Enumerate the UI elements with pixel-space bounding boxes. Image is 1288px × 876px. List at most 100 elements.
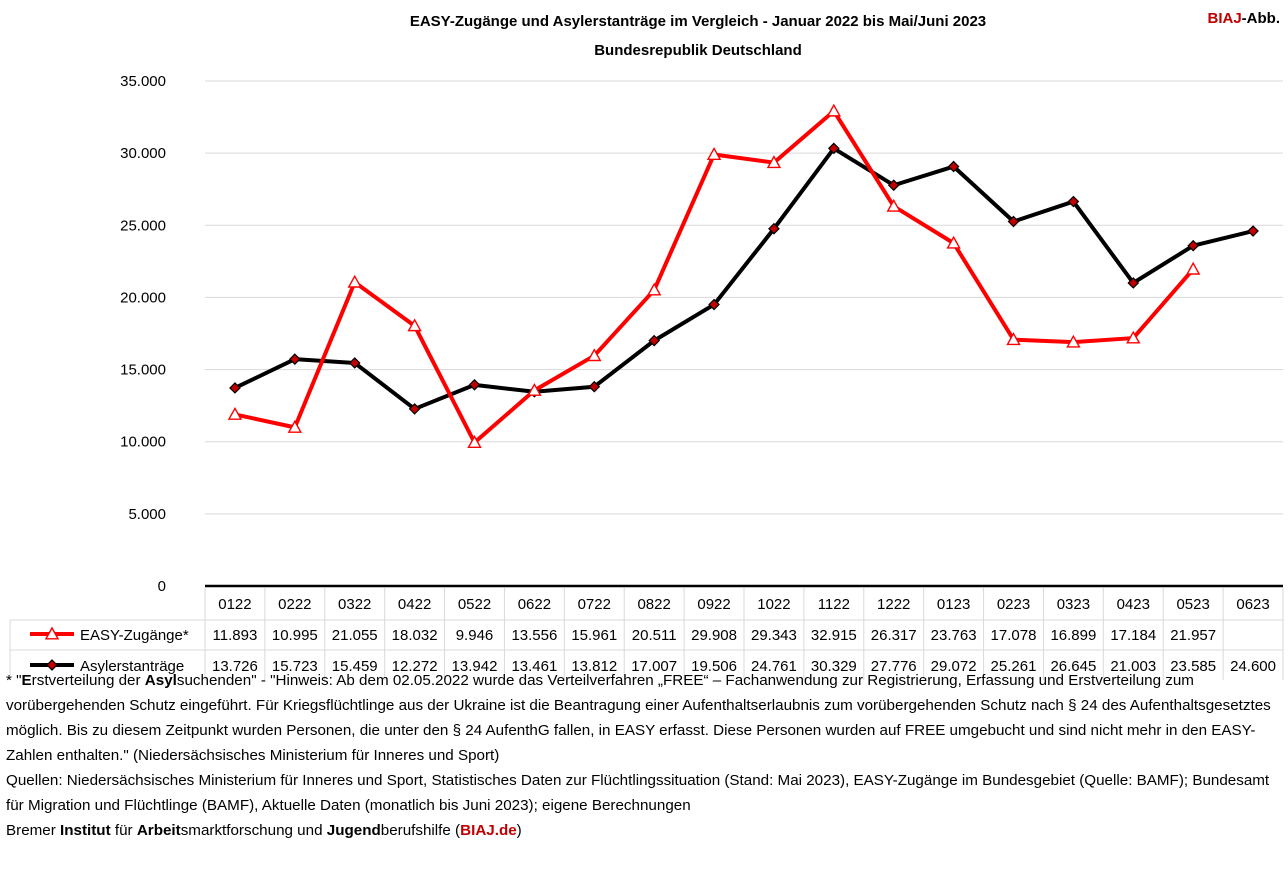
pub-bremer: Bremer (6, 822, 61, 839)
easy-point-marker (407, 318, 422, 332)
x-tick-label: 0123 (937, 596, 970, 613)
footnotes: * "Erstverteilung der Asylsuchenden" - "… (6, 668, 1282, 843)
chart-title: EASY-Zugänge und Asylerstanträge im Verg… (409, 13, 987, 30)
data-table-value: 21.957 (1170, 627, 1216, 644)
data-table-value: 13.556 (511, 627, 557, 644)
x-tick-label: 0523 (1176, 596, 1209, 613)
x-tick-label: 1022 (757, 596, 790, 613)
asyl-point-marker (887, 179, 900, 192)
asyl-point-marker (468, 378, 481, 391)
data-table-value: 27.776 (871, 658, 917, 675)
brand-suffix: -Abb. (1241, 10, 1280, 27)
legend-label-easy: EASY-Zugänge* (80, 627, 189, 644)
x-tick-label: 0623 (1236, 596, 1269, 613)
note-hinweis-text: suchenden" - "Hinweis: Ab dem 02.05.2022… (6, 672, 1271, 764)
line-chart: 0 5.000 10.000 15.000 20.000 25.000 30.000 35.0… (9, 73, 1284, 680)
brand-label: BIAJ-Abb. (1207, 10, 1280, 27)
easy-point-marker (347, 274, 362, 288)
data-table-value: 29.908 (691, 627, 737, 644)
data-table-value: 24.761 (751, 658, 797, 675)
footnote-hinweis: * "Erstverteilung der Asylsuchenden" - "… (6, 668, 1282, 768)
y-tick-label: 15.000 (120, 362, 166, 379)
note-e-bold: E (21, 672, 32, 689)
easy-point-marker (946, 235, 961, 249)
easy-point-marker (1006, 332, 1021, 346)
data-table-value: 24.600 (1230, 658, 1276, 675)
data-table-value: 9.946 (456, 627, 494, 644)
easy-point-marker (1185, 261, 1201, 275)
footnote-sources: Quellen: Niedersächsisches Ministerium f… (6, 772, 1270, 814)
easy-series-line (234, 109, 1195, 445)
footnote-publisher: Bremer Institut für Arbeitsmarktforschun… (6, 818, 1282, 843)
data-table-value: 15.723 (272, 658, 318, 675)
easy-point-marker (826, 103, 842, 117)
easy-point-marker (287, 419, 303, 433)
legend-marker-easy (44, 626, 60, 640)
y-tick-label: 30.000 (120, 145, 166, 162)
data-table-value: 23.763 (931, 627, 977, 644)
asyl-point-marker (947, 160, 960, 173)
pub-fuer: für (110, 822, 137, 839)
note-star: * " (6, 672, 22, 689)
y-tick-label: 20.000 (120, 289, 166, 306)
easy-point-marker (1126, 330, 1141, 344)
easy-point-marker (227, 406, 243, 420)
x-tick-label: 0522 (458, 596, 491, 613)
asyl-point-marker (1007, 215, 1020, 228)
chart-subtitle: Bundesrepublik Deutschland (594, 42, 802, 59)
pub-institut: Institut (60, 822, 111, 839)
legend-marker-asyl (46, 659, 58, 671)
y-tick-label: 0 (158, 578, 166, 595)
y-tick-label: 10.000 (120, 434, 166, 451)
pub-jugend: Jugend (326, 822, 381, 839)
data-table-value: 18.032 (392, 627, 438, 644)
x-tick-label: 0323 (1057, 596, 1090, 613)
y-tick-label: 35.000 (120, 73, 166, 90)
x-tick-label: 1122 (818, 596, 850, 613)
x-tick-label: 1222 (877, 596, 910, 613)
asyl-point-marker (348, 357, 361, 369)
biaj-link[interactable]: BIAJ.de (460, 822, 517, 839)
x-tick-label: 0222 (278, 596, 311, 613)
data-table-value: 20.511 (632, 627, 677, 644)
x-tick-label: 0722 (578, 596, 611, 613)
x-tick-label: 0622 (518, 596, 551, 613)
data-table-value: 16.899 (1050, 627, 1096, 644)
x-tick-label: 0423 (1117, 596, 1150, 613)
pub-berufs: berufshilfe ( (380, 822, 461, 839)
note-asyl-bold: Asyl (144, 672, 177, 689)
x-tick-label: 0122 (218, 596, 251, 613)
pub-smarkt: smarktforschung und (180, 822, 327, 839)
x-tick-label: 0822 (637, 596, 670, 613)
asyl-point-marker (1247, 225, 1259, 237)
easy-point-marker (886, 198, 901, 212)
easy-point-marker (706, 147, 722, 160)
asyl-point-marker (229, 382, 241, 394)
data-table-value: 13.461 (511, 658, 557, 675)
data-table-value: 32.915 (811, 627, 857, 644)
asyl-point-marker (1127, 277, 1140, 289)
asyl-point-marker (588, 380, 601, 393)
asyl-point-marker (648, 334, 661, 347)
data-table-value: 13.726 (212, 658, 258, 675)
x-tick-label: 0922 (697, 596, 730, 613)
data-table-value: 15.961 (571, 627, 617, 644)
note-rstverteilung: rstverteilung der (31, 672, 145, 689)
pub-close: ) (516, 822, 522, 839)
x-tick-label: 0322 (338, 596, 371, 613)
easy-point-marker (646, 282, 662, 296)
easy-point-marker (467, 435, 482, 448)
data-table-value: 21.055 (332, 627, 378, 644)
data-table-value: 29.072 (931, 658, 977, 675)
asyl-point-marker (827, 142, 840, 155)
asyl-point-marker (708, 298, 720, 311)
data-table-value: 17.007 (631, 658, 677, 675)
x-tick-label: 0223 (997, 596, 1030, 613)
data-table-value: 26.317 (871, 627, 917, 644)
data-table-value: 11.893 (213, 627, 258, 644)
data-table-value: 13.812 (571, 658, 617, 675)
easy-point-marker (527, 382, 542, 396)
asyl-point-marker (768, 222, 780, 235)
asyl-series-line (234, 146, 1254, 411)
asyl-point-marker (288, 353, 301, 365)
